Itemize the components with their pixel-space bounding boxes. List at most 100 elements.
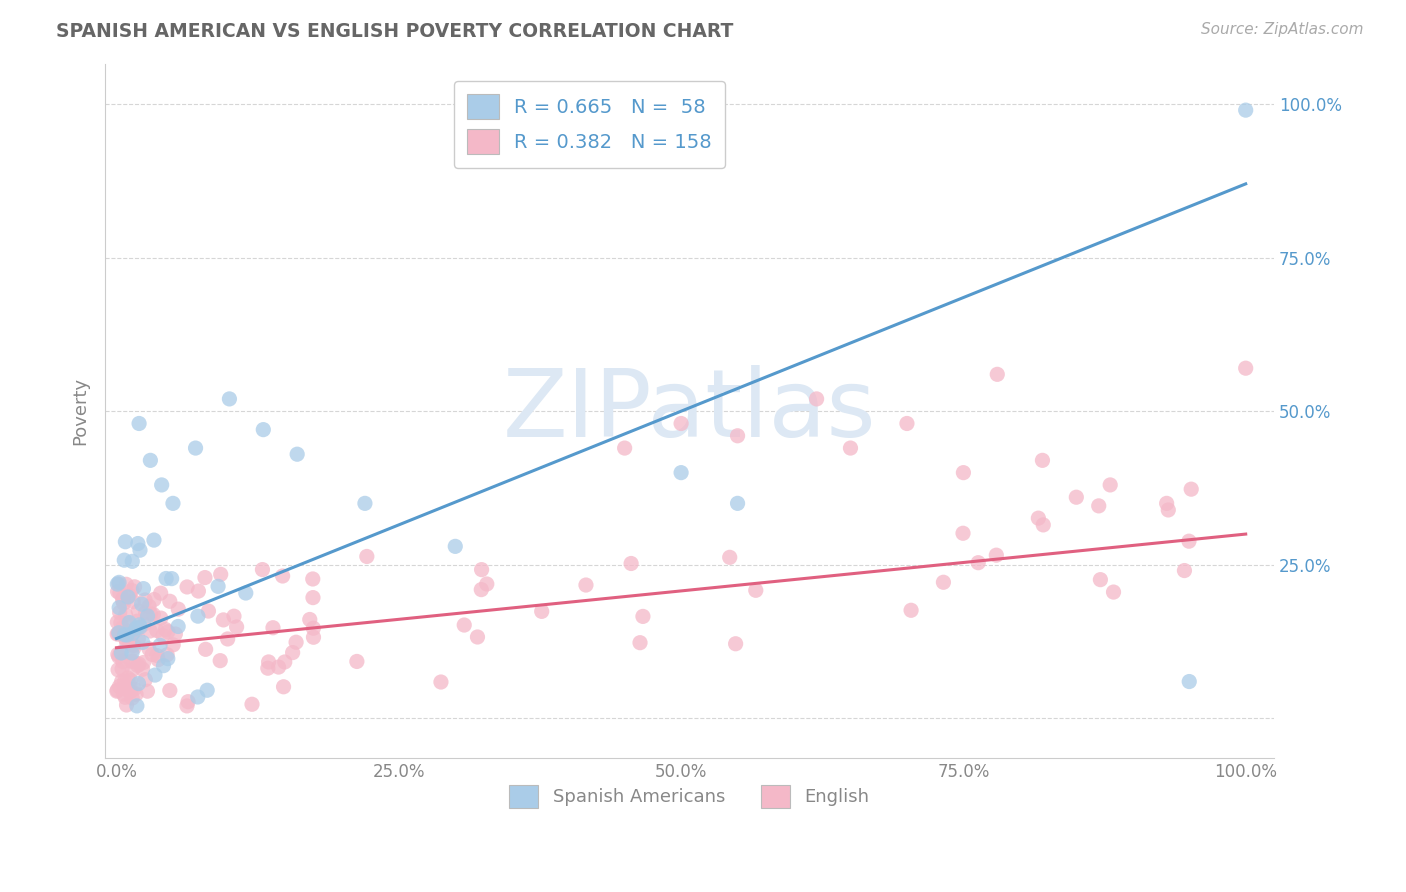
Point [134,673,156,687]
Point [900,603,922,617]
Point [302,621,325,635]
Point [1178,674,1201,689]
Point [896,417,918,431]
Point [127,536,149,550]
Y-axis label: Poverty: Poverty [72,377,89,445]
Point [115,624,138,639]
Point [139,453,162,467]
Point [1234,103,1257,117]
Point [121,691,143,706]
Point [122,639,145,653]
Point [281,646,304,660]
Point [724,637,747,651]
Point [121,626,143,640]
Point [125,623,148,637]
Point [120,684,142,698]
Point [134,593,156,607]
Point [138,599,160,614]
Point [131,635,153,649]
Point [108,625,131,640]
Point [217,632,239,646]
Point [470,582,492,597]
Point [112,553,135,567]
Point [302,591,325,605]
Point [143,533,166,548]
Point [806,392,828,406]
Point [1032,517,1054,532]
Point [112,596,135,610]
Point [146,648,169,663]
Point [162,496,184,510]
Point [156,651,179,665]
Point [530,604,553,618]
Point [194,570,217,584]
Point [108,649,131,664]
Point [631,609,654,624]
Point [125,698,148,713]
Point [271,569,294,583]
Point [225,620,247,634]
Point [136,608,159,623]
Point [139,624,162,638]
Point [298,612,321,626]
Point [1090,573,1112,587]
Point [267,660,290,674]
Point [129,620,152,634]
Point [177,695,200,709]
Point [111,621,134,635]
Point [118,615,141,630]
Point [121,646,143,660]
Point [176,698,198,713]
Point [146,624,169,638]
Point [114,607,136,622]
Point [118,685,141,699]
Point [112,591,135,605]
Point [107,663,129,677]
Point [256,661,278,675]
Point [112,687,135,701]
Point [159,594,181,608]
Point [117,671,139,685]
Point [628,636,651,650]
Point [120,654,142,668]
Point [252,563,274,577]
Point [127,622,149,636]
Point [115,628,138,642]
Point [131,597,153,611]
Point [152,658,174,673]
Point [149,611,172,625]
Point [118,589,141,603]
Point [118,629,141,643]
Point [108,606,131,620]
Point [114,534,136,549]
Point [132,582,155,596]
Point [257,655,280,669]
Point [131,662,153,676]
Point [108,586,131,600]
Point [127,676,149,690]
Point [932,575,955,590]
Point [1031,453,1053,467]
Point [167,602,190,616]
Point [108,575,131,590]
Point [127,632,149,646]
Point [669,417,692,431]
Point [430,675,453,690]
Point [105,615,128,630]
Point [105,627,128,641]
Point [142,607,165,622]
Point [127,604,149,618]
Point [986,368,1008,382]
Point [108,680,131,694]
Point [141,648,163,662]
Point [132,656,155,670]
Point [107,577,129,591]
Point [127,614,149,628]
Point [218,392,240,406]
Legend: Spanish Americans, English: Spanish Americans, English [502,778,877,815]
Point [274,655,297,669]
Point [252,423,274,437]
Point [301,572,323,586]
Point [122,595,145,609]
Point [1102,585,1125,599]
